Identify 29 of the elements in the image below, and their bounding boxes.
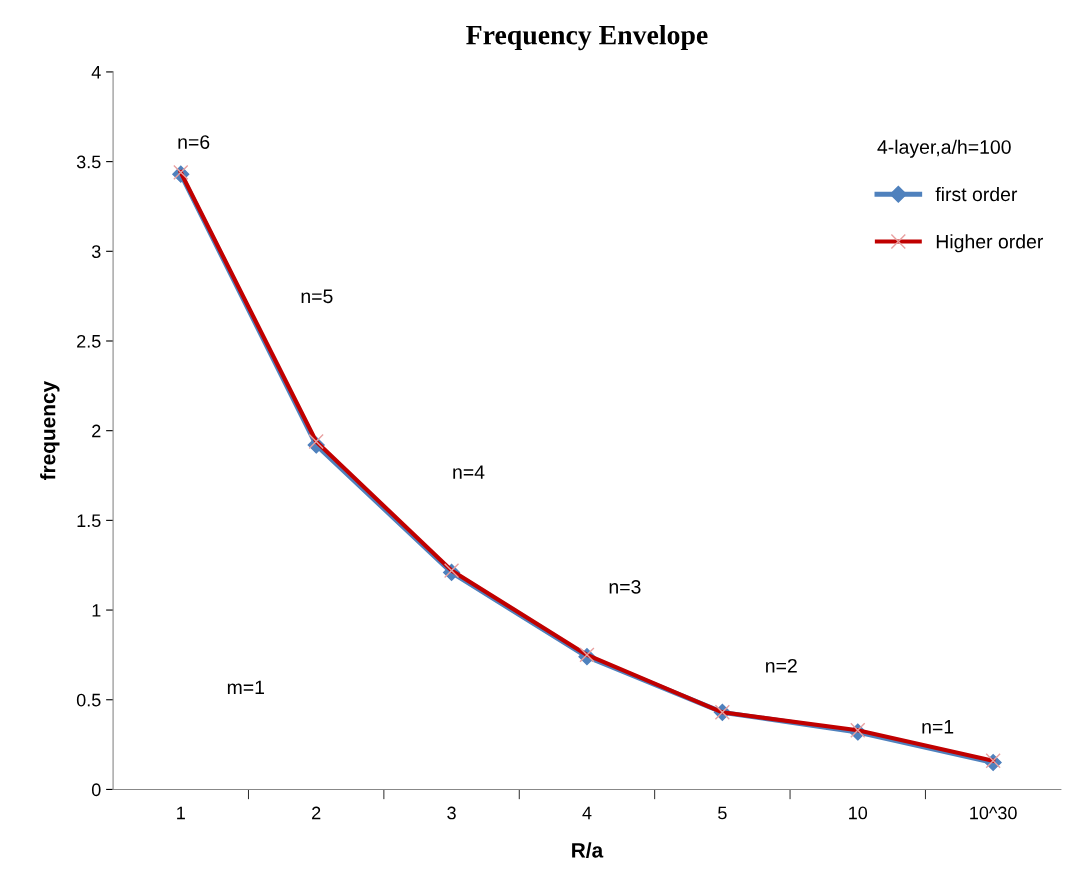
x-tick-label: 5 [718, 806, 727, 820]
x-tick-label: 3 [447, 806, 456, 820]
annotation: n=5 [301, 289, 333, 304]
y-tick-label: 4 [91, 66, 101, 79]
legend-title: 4-layer,a/h=100 [877, 139, 1011, 158]
annotation: n=2 [766, 658, 797, 673]
x-tick-label: 10^30 [970, 806, 1017, 820]
chart-title: Frequency Envelope [466, 24, 708, 51]
legend-label: Higher order [936, 234, 1044, 253]
annotation: n=3 [609, 579, 641, 594]
x-axis-title: R/a [572, 842, 604, 858]
y-axis-title: frequency [40, 381, 60, 481]
y-tick-label: 3.5 [76, 155, 101, 169]
annotation: n=6 [178, 135, 210, 149]
y-tick-label: 1 [92, 604, 101, 617]
y-tick-label: 2 [92, 424, 101, 438]
annotation: n=4 [453, 465, 485, 479]
annotation: n=1 [922, 720, 954, 734]
x-tick-label: 1 [177, 806, 185, 820]
legend-label: first order [935, 186, 1018, 202]
y-tick-label: 2.5 [77, 334, 101, 348]
annotation: m=1 [227, 680, 265, 695]
y-tick-label: 0.5 [76, 693, 101, 707]
y-tick-label: 0 [91, 783, 101, 797]
x-tick-label: 2 [312, 806, 321, 820]
x-tick-label: 10 [849, 806, 868, 820]
y-tick-label: 1.5 [77, 514, 101, 528]
x-tick-label: 4 [582, 806, 592, 820]
y-tick-label: 3 [91, 245, 101, 259]
